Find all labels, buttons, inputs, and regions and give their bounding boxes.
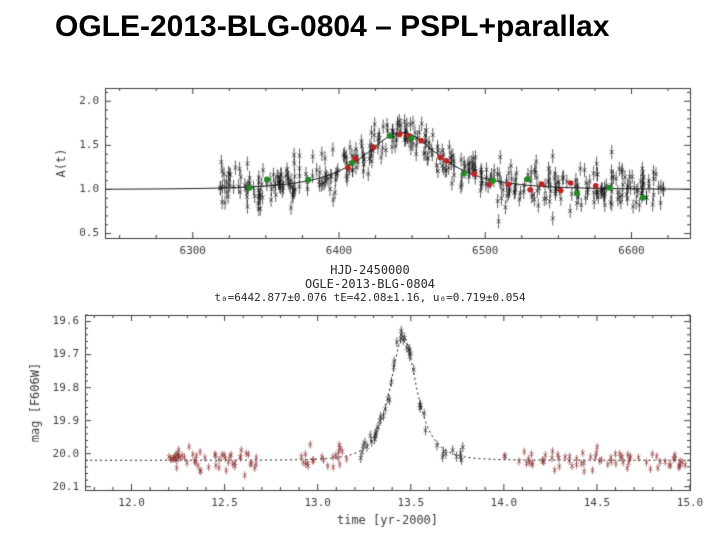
event-name-label: OGLE-2013-BLG-0804 — [304, 277, 436, 291]
x-axis-label-hjd: HJD-2450000 — [330, 263, 410, 277]
hst-photometry-chart-canvas — [20, 305, 710, 530]
top-chart-caption: HJD-2450000 OGLE-2013-BLG-0804 t₀=6442.8… — [75, 263, 665, 305]
slide-title: OGLE-2013-BLG-0804 – PSPL+parallax — [55, 10, 610, 43]
magnification-chart-canvas — [40, 82, 700, 262]
fit-parameters-label: t₀=6442.877±0.076 tE=42.08±1.16, u₀=0.71… — [214, 291, 526, 304]
